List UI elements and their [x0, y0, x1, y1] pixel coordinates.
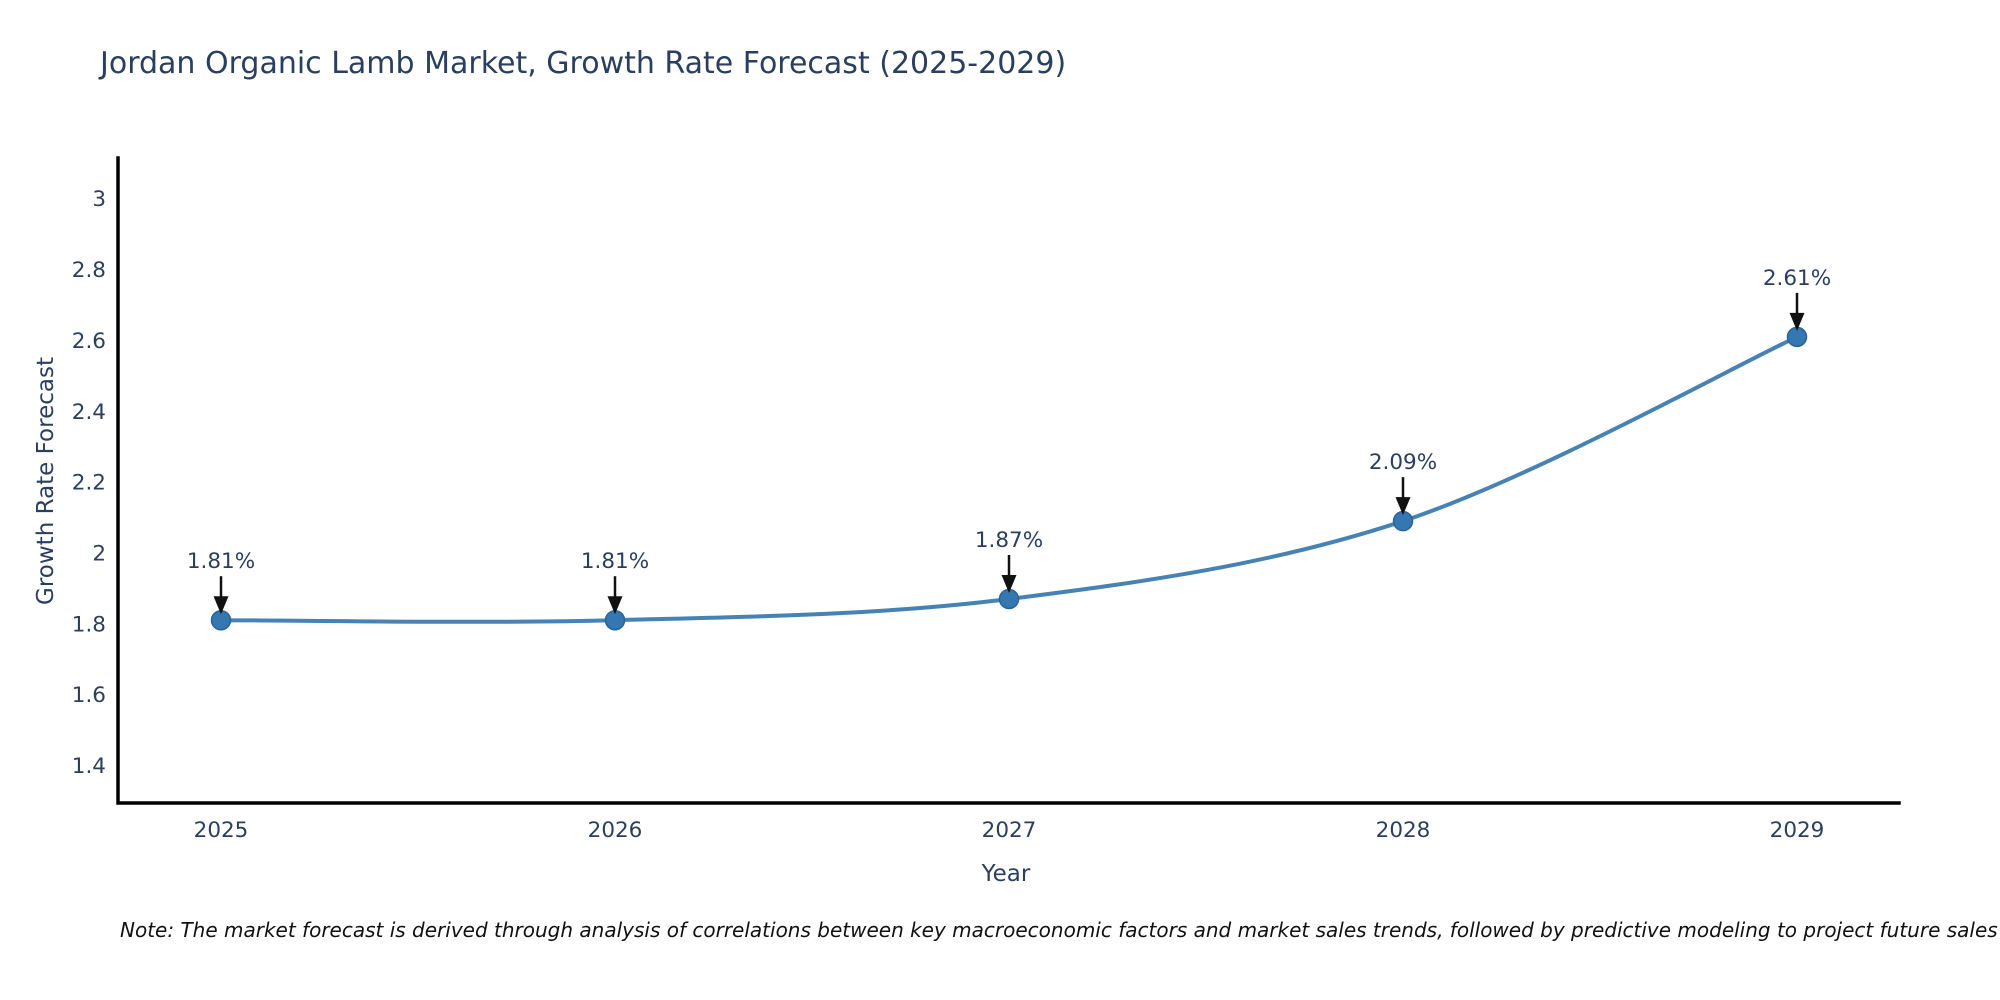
annotation-arrowhead-icon: [607, 596, 623, 615]
annotation-label: 1.87%: [975, 528, 1043, 553]
y-axis-title: Growth Rate Forecast: [33, 357, 59, 605]
point-annotations: 1.81% 1.81% 1.87% 2.09% 2.61%: [187, 266, 1831, 615]
annotation-arrowhead-icon: [1001, 575, 1017, 593]
y-tick-label: 1.4: [72, 754, 106, 779]
annotation-arrowhead-icon: [1789, 312, 1805, 331]
axis-lines: [116, 156, 1901, 805]
x-tick-label: 2028: [1376, 818, 1431, 843]
y-tick-label: 1.8: [72, 612, 106, 637]
annotation-label: 1.81%: [187, 549, 255, 574]
chart-title: Jordan Organic Lamb Market, Growth Rate …: [100, 46, 1067, 81]
annotation-label: 2.09%: [1369, 450, 1437, 475]
x-tick-label: 2026: [588, 818, 643, 843]
y-tick-label: 3: [92, 187, 106, 212]
annotation-arrowhead-icon: [213, 596, 229, 615]
y-tick-label: 1.6: [72, 683, 106, 708]
annotation-arrowhead-icon: [1395, 497, 1411, 516]
x-tick-label: 2027: [982, 818, 1037, 843]
annotation-2026: 1.81%: [581, 549, 649, 615]
x-tick-label: 2025: [194, 818, 249, 843]
y-tick-label: 2: [92, 541, 106, 566]
annotation-label: 2.61%: [1763, 266, 1831, 291]
annotation-2029: 2.61%: [1763, 266, 1831, 331]
y-axis-tick-labels: 1.4 1.6 1.8 2 2.2 2.4 2.6 2.8 3: [72, 187, 106, 779]
annotation-2025: 1.81%: [187, 549, 255, 615]
x-axis-tick-labels: 2025 2026 2027 2028 2029: [194, 818, 1825, 843]
y-tick-label: 2.6: [72, 329, 106, 354]
y-tick-label: 2.2: [72, 471, 106, 496]
annotation-2028: 2.09%: [1369, 450, 1437, 516]
x-axis-title: Year: [981, 861, 1031, 887]
footnote: Note: The market forecast is derived thr…: [120, 918, 1998, 942]
annotation-label: 1.81%: [581, 549, 649, 574]
x-tick-label: 2029: [1770, 818, 1825, 843]
annotation-2027: 1.87%: [975, 528, 1043, 593]
y-tick-label: 2.4: [72, 400, 106, 425]
y-tick-label: 2.8: [72, 258, 106, 283]
